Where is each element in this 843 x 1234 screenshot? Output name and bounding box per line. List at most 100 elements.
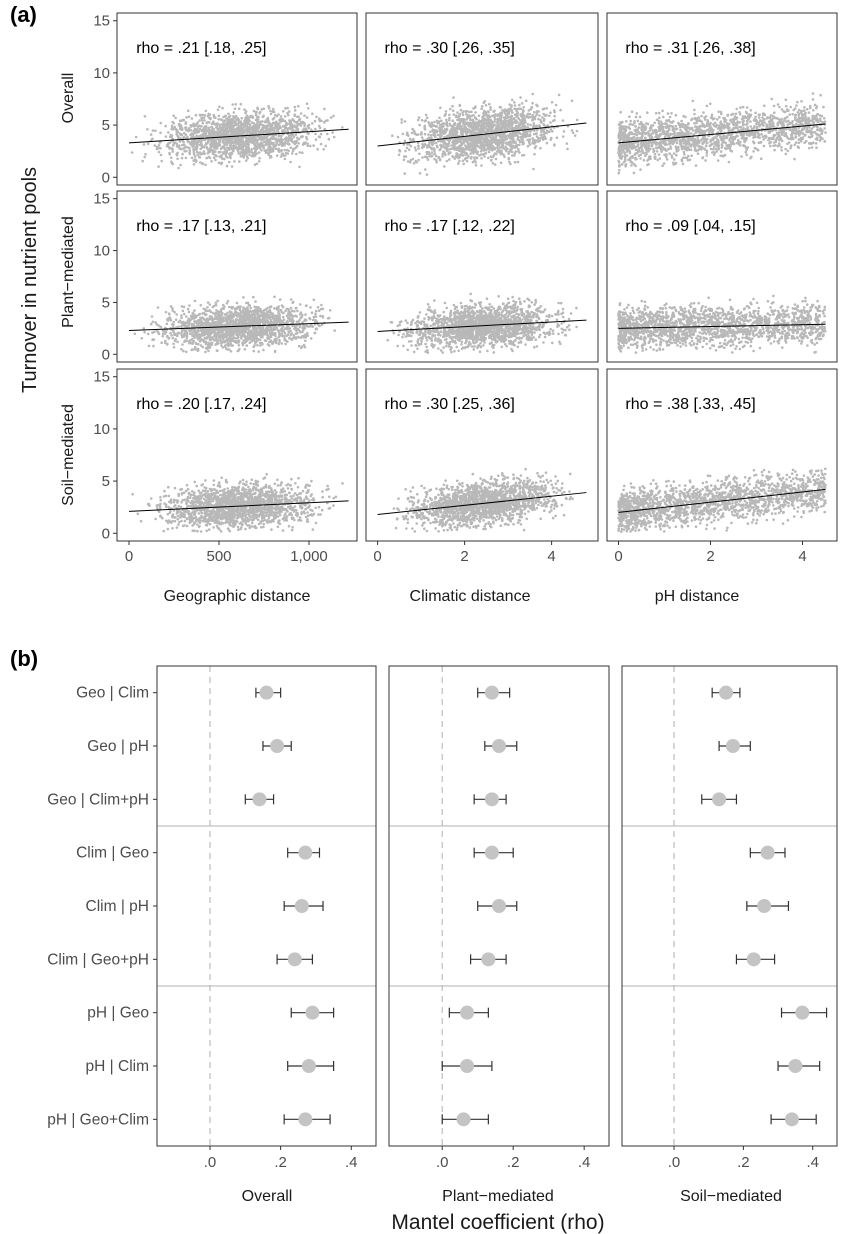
data-point	[440, 128, 444, 132]
data-point	[441, 155, 444, 158]
data-point	[508, 107, 511, 111]
data-point	[654, 128, 658, 132]
data-point	[460, 143, 463, 146]
data-point	[184, 156, 188, 160]
data-point	[712, 145, 716, 149]
data-point	[680, 159, 684, 163]
data-point	[303, 124, 306, 127]
data-point	[539, 133, 543, 137]
data-point	[470, 114, 474, 118]
rho-label: rho = .30 [.26, .35]	[385, 40, 515, 57]
data-point	[214, 141, 218, 144]
data-point	[490, 120, 494, 123]
data-point	[653, 141, 657, 145]
data-point	[272, 145, 275, 149]
data-point	[305, 137, 309, 141]
data-point	[440, 131, 444, 135]
data-point	[207, 151, 210, 154]
data-point	[510, 114, 513, 118]
data-point	[794, 113, 797, 117]
data-point	[219, 118, 223, 121]
data-point	[494, 137, 497, 140]
data-point	[407, 148, 411, 152]
data-point	[286, 111, 289, 115]
data-point	[146, 142, 150, 145]
data-point	[553, 144, 556, 147]
data-point	[306, 142, 310, 145]
data-point	[277, 138, 280, 141]
data-point	[271, 142, 275, 146]
data-point	[285, 122, 288, 125]
data-point	[566, 147, 569, 151]
data-point	[469, 157, 473, 160]
data-point	[618, 168, 621, 172]
data-point	[734, 112, 738, 116]
data-point	[203, 138, 207, 142]
data-point	[519, 96, 522, 99]
data-point	[520, 102, 524, 105]
data-point	[812, 121, 816, 124]
data-point	[182, 140, 185, 144]
data-point	[280, 152, 284, 156]
data-point	[258, 145, 262, 148]
data-point	[697, 125, 700, 129]
facet-1: rho = .30 [.26, .35]	[365, 12, 599, 186]
data-point	[269, 112, 273, 116]
data-point	[283, 137, 287, 141]
data-point	[709, 147, 713, 151]
data-point	[425, 116, 429, 119]
data-point	[188, 146, 191, 150]
data-point	[157, 150, 161, 154]
data-point	[322, 121, 326, 124]
data-point	[521, 154, 524, 157]
data-point	[269, 147, 272, 150]
data-point	[749, 131, 752, 135]
b-col-label-plant-mediated: Plant−mediated	[442, 1188, 554, 1205]
data-point	[192, 125, 196, 128]
data-point	[507, 157, 511, 161]
data-point	[680, 119, 683, 123]
data-point	[690, 118, 693, 122]
data-point	[565, 142, 569, 145]
data-point	[164, 135, 168, 138]
data-point	[786, 123, 790, 126]
data-point	[440, 134, 443, 137]
data-point	[421, 156, 424, 159]
data-point	[822, 105, 825, 109]
data-point	[326, 132, 329, 136]
data-point	[184, 121, 188, 124]
data-point	[522, 106, 525, 109]
data-point	[464, 151, 468, 155]
data-point	[256, 129, 259, 133]
data-point	[724, 135, 727, 138]
data-point	[219, 162, 223, 165]
data-point	[662, 115, 665, 119]
data-point	[433, 120, 436, 124]
data-point	[768, 130, 772, 134]
data-point	[458, 127, 461, 131]
data-point	[445, 159, 449, 163]
data-point	[507, 125, 511, 128]
data-point	[292, 147, 295, 151]
data-point	[697, 116, 701, 119]
data-point	[233, 107, 237, 110]
data-point	[793, 143, 797, 147]
data-point	[745, 136, 748, 140]
data-point	[623, 130, 627, 133]
data-point	[453, 148, 456, 151]
data-point	[243, 154, 246, 157]
data-point	[400, 121, 404, 124]
data-point	[253, 129, 257, 133]
data-point	[187, 127, 191, 130]
data-point	[761, 116, 764, 119]
data-point	[431, 129, 435, 133]
data-point	[250, 127, 253, 131]
data-point	[420, 118, 424, 122]
data-point	[702, 141, 705, 144]
data-point	[142, 143, 146, 146]
data-point	[400, 118, 404, 121]
data-point	[197, 155, 201, 159]
data-point	[287, 110, 291, 113]
data-point	[709, 102, 712, 106]
data-point	[482, 144, 486, 147]
